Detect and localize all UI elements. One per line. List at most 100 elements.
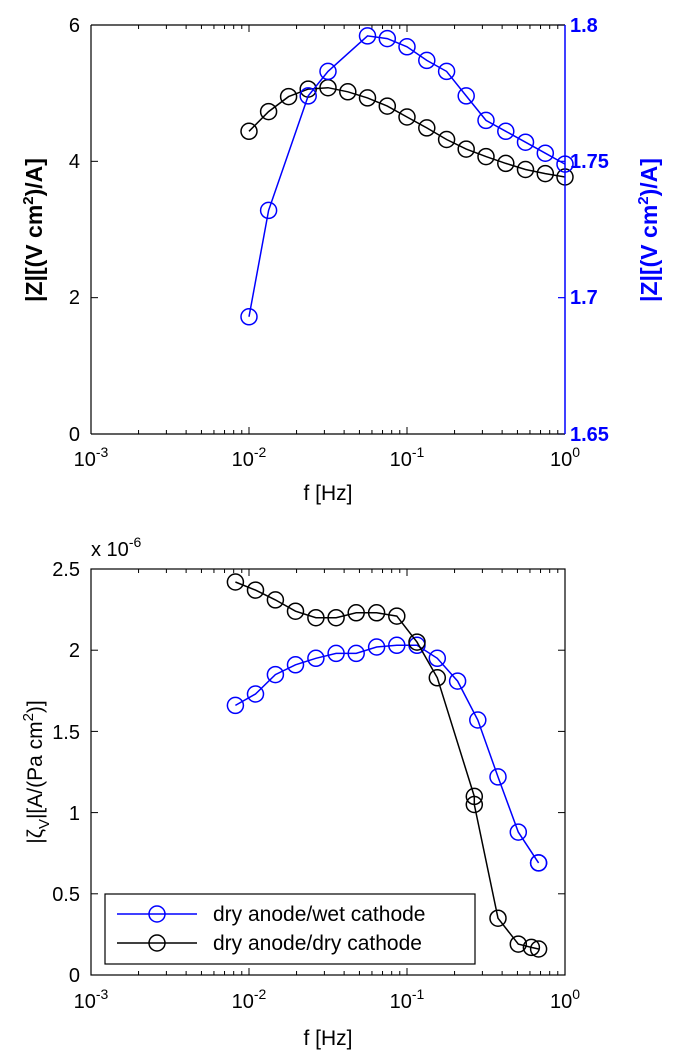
bottom-data-point-dry-anode-wet-cathode	[266, 665, 285, 684]
bottom-data-point-dry-anode-wet-cathode	[489, 768, 507, 786]
top-right-ytick-label: 1.65	[570, 424, 609, 446]
top-plot-area	[91, 25, 565, 434]
bottom-data-point-dry-anode-wet-cathode	[469, 711, 487, 729]
bottom-data-point-dry-anode-dry-cathode	[307, 608, 325, 627]
top-data-point-dry-anode-wet-cathode	[516, 133, 535, 151]
top-data-point-dry-anode-dry-cathode	[279, 87, 298, 106]
bottom-ytick-label: 0.5	[52, 884, 80, 906]
top-data-point-dry-anode-wet-cathode	[418, 51, 436, 70]
bottom-ytick-label: 1.5	[52, 722, 80, 744]
bottom-xtick-label: 100	[550, 986, 580, 1013]
top-series-group	[240, 27, 574, 326]
top-data-point-dry-anode-wet-cathode	[358, 27, 377, 45]
bottom-data-point-dry-anode-dry-cathode	[522, 938, 541, 957]
bottom-xtick-label: 10-1	[390, 986, 425, 1013]
top-right-ytick-label: 1.75	[570, 151, 609, 173]
top-data-point-dry-anode-dry-cathode	[457, 140, 475, 158]
top-data-point-dry-anode-dry-cathode	[358, 89, 377, 107]
bottom-data-point-dry-anode-dry-cathode	[246, 581, 265, 599]
bottom-series-group	[226, 573, 548, 958]
bottom-data-point-dry-anode-wet-cathode	[286, 656, 305, 674]
bottom-data-point-dry-anode-dry-cathode	[465, 795, 484, 814]
bottom-data-point-dry-anode-wet-cathode	[428, 649, 447, 668]
top-data-point-dry-anode-wet-cathode	[259, 201, 278, 220]
bottom-frame	[90, 568, 566, 976]
top-axis-ticks	[90, 24, 565, 435]
bottom-data-point-dry-anode-dry-cathode	[408, 633, 426, 651]
legend-label-wet: dry anode/wet cathode	[213, 903, 425, 926]
top-xtick-label: 100	[550, 444, 580, 471]
top-data-point-dry-anode-dry-cathode	[398, 108, 416, 126]
top-data-point-dry-anode-dry-cathode	[497, 154, 515, 173]
bottom-ytick-label: 0	[69, 965, 80, 987]
bottom-data-point-dry-anode-wet-cathode	[347, 644, 365, 663]
bottom-x-axis-label: f [Hz]	[303, 1027, 352, 1050]
top-left-ytick-label: 2	[69, 287, 80, 309]
bottom-data-point-dry-anode-dry-cathode	[388, 607, 406, 625]
bottom-data-point-dry-anode-dry-cathode	[266, 591, 285, 609]
bottom-data-point-dry-anode-wet-cathode	[448, 672, 467, 690]
legend-marker-dry	[148, 934, 166, 952]
bottom-data-point-dry-anode-wet-cathode	[226, 696, 245, 715]
top-data-point-dry-anode-dry-cathode	[536, 164, 555, 183]
legend-label-dry: dry anode/dry cathode	[213, 932, 422, 955]
top-right-ytick-label: 1.7	[570, 287, 598, 309]
bottom-data-point-dry-anode-dry-cathode	[327, 608, 345, 627]
bottom-data-point-dry-anode-wet-cathode	[367, 638, 386, 656]
top-data-point-dry-anode-wet-cathode	[319, 62, 337, 81]
bottom-data-point-dry-anode-wet-cathode	[529, 854, 548, 872]
top-data-point-dry-anode-dry-cathode	[378, 97, 397, 115]
bottom-ytick-label: 2	[69, 640, 80, 662]
bottom-data-point-dry-anode-wet-cathode	[246, 685, 265, 703]
bottom-xtick-label: 10-2	[232, 986, 267, 1013]
bottom-data-point-dry-anode-dry-cathode	[509, 935, 528, 953]
bottom-data-point-dry-anode-wet-cathode	[509, 823, 528, 841]
bottom-ytick-label: 1	[69, 803, 80, 825]
bottom-series-line-dry-anode-wet-cathode	[235, 644, 540, 864]
top-data-point-dry-anode-dry-cathode	[516, 160, 535, 179]
top-right-y-axis-label: |Z|[(V cm2)/A]	[635, 158, 662, 302]
top-xtick-label: 10-3	[74, 444, 109, 471]
top-right-ytick-label: 1.8	[570, 15, 598, 37]
top-data-point-dry-anode-wet-cathode	[398, 38, 416, 56]
bottom-data-point-dry-anode-dry-cathode	[489, 909, 507, 927]
bottom-data-point-dry-anode-dry-cathode	[347, 604, 365, 622]
bottom-data-point-dry-anode-dry-cathode	[286, 602, 305, 620]
top-data-point-dry-anode-wet-cathode	[437, 62, 456, 81]
top-chart: 0 2 4 6 1.65 1.7 1.75 1.8 10-3 10-2 10-1…	[20, 15, 662, 505]
top-data-point-dry-anode-dry-cathode	[418, 119, 436, 137]
top-data-point-dry-anode-dry-cathode	[339, 83, 357, 101]
bottom-y-multiplier: x 10-6	[91, 534, 141, 561]
top-data-point-dry-anode-wet-cathode	[497, 122, 515, 141]
bottom-data-point-dry-anode-wet-cathode	[388, 636, 406, 655]
bottom-data-point-dry-anode-wet-cathode	[327, 644, 345, 663]
top-data-point-dry-anode-wet-cathode	[457, 87, 475, 105]
bottom-ytick-label: 2.5	[52, 559, 80, 581]
top-xtick-label: 10-1	[390, 444, 425, 471]
bottom-data-point-dry-anode-wet-cathode	[307, 649, 325, 668]
top-left-ytick-label: 0	[69, 424, 80, 446]
bottom-y-axis-label: |ζV|[A/(Pa cm2)]	[20, 700, 53, 844]
bottom-data-point-dry-anode-dry-cathode	[226, 573, 245, 591]
bottom-data-point-dry-anode-dry-cathode	[428, 669, 447, 687]
bottom-chart: x 10-6 0 0.5 1 1.5 2 2.5 10-3 10-2 10-1 …	[20, 534, 580, 1050]
legend-marker-wet	[148, 905, 166, 923]
bottom-xtick-label: 10-3	[74, 986, 109, 1013]
top-data-point-dry-anode-wet-cathode	[536, 144, 555, 162]
top-data-point-dry-anode-dry-cathode	[240, 122, 258, 141]
top-data-point-dry-anode-wet-cathode	[240, 308, 258, 326]
top-data-point-dry-anode-dry-cathode	[477, 147, 495, 166]
top-data-point-dry-anode-dry-cathode	[259, 102, 278, 121]
bottom-data-point-dry-anode-dry-cathode	[465, 787, 484, 806]
legend: dry anode/wet cathode dry anode/dry cath…	[104, 893, 476, 965]
bottom-data-point-dry-anode-dry-cathode	[529, 940, 548, 958]
top-data-point-dry-anode-wet-cathode	[477, 111, 495, 130]
top-data-point-dry-anode-wet-cathode	[378, 29, 397, 48]
top-left-y-axis-label: |Z|[(V cm2)/A]	[20, 158, 47, 302]
top-x-axis-label: f [Hz]	[303, 482, 352, 505]
top-left-ytick-label: 6	[69, 15, 80, 37]
top-data-point-dry-anode-dry-cathode	[437, 130, 456, 149]
top-data-point-dry-anode-wet-cathode	[299, 87, 317, 105]
bottom-data-point-dry-anode-dry-cathode	[367, 604, 386, 622]
